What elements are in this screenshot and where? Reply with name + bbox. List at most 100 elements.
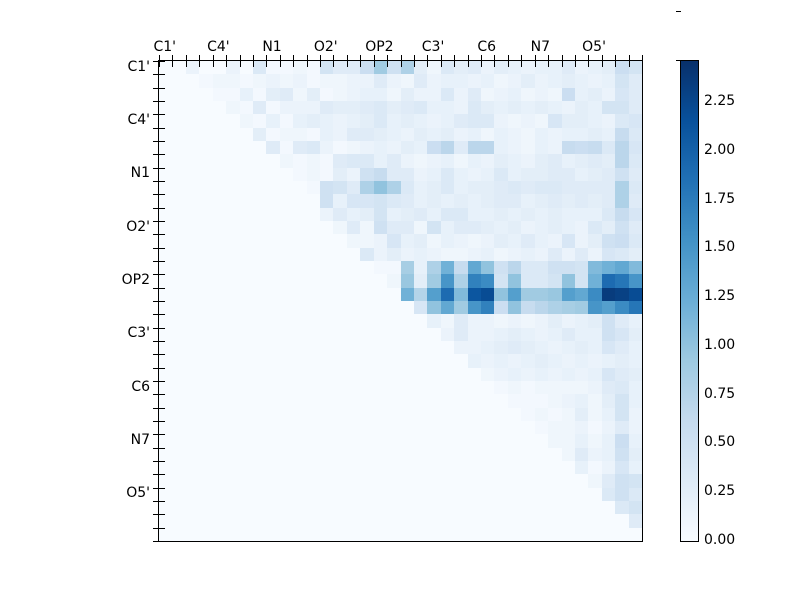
heatmap-cell xyxy=(293,287,307,301)
heatmap-cell xyxy=(199,260,213,275)
heatmap-cell xyxy=(548,380,562,395)
heatmap-cell xyxy=(226,460,240,475)
heatmap-cell xyxy=(400,220,414,235)
heatmap-cell xyxy=(601,140,616,155)
heatmap-cell xyxy=(306,180,320,195)
heatmap-cell xyxy=(574,207,589,221)
heatmap-cell xyxy=(413,474,428,488)
heatmap-cell xyxy=(252,140,267,155)
heatmap-cell xyxy=(239,74,253,88)
heatmap-cell xyxy=(481,74,495,88)
heatmap-cell xyxy=(185,367,200,381)
heatmap-cell xyxy=(199,327,213,341)
heatmap-cell xyxy=(373,420,388,435)
heatmap-cell xyxy=(574,74,589,88)
heatmap-cell xyxy=(628,354,642,368)
heatmap-cell xyxy=(454,514,468,528)
heatmap-cell xyxy=(293,247,307,261)
heatmap-cell xyxy=(293,514,307,528)
heatmap-cell xyxy=(373,380,388,395)
heatmap-cell xyxy=(373,434,388,448)
heatmap-cell xyxy=(293,234,307,248)
heatmap-cell xyxy=(481,194,495,208)
heatmap-cell xyxy=(521,127,535,141)
heatmap-cell xyxy=(373,61,388,75)
heatmap-cell xyxy=(387,380,401,395)
heatmap-cell xyxy=(588,247,602,261)
heatmap-cell xyxy=(548,61,562,75)
heatmap-cell xyxy=(266,87,280,101)
heatmap-cell xyxy=(440,394,455,408)
heatmap-cell xyxy=(440,274,455,288)
heatmap-cell xyxy=(454,394,468,408)
heatmap-cell xyxy=(239,394,253,408)
heatmap-cell xyxy=(185,394,200,408)
heatmap-cell xyxy=(521,474,535,488)
heatmap-cell xyxy=(266,527,280,541)
heatmap-cell xyxy=(387,434,401,448)
heatmap-cell xyxy=(159,340,173,355)
heatmap-cell xyxy=(252,527,267,541)
heatmap-cell xyxy=(507,447,522,461)
heatmap-cell xyxy=(454,140,468,155)
heatmap-cell xyxy=(387,407,401,421)
heatmap-cell xyxy=(400,394,414,408)
heatmap-cell xyxy=(507,207,522,221)
heatmap-cell xyxy=(628,167,642,181)
heatmap-cell xyxy=(199,180,213,195)
heatmap-cell xyxy=(266,460,280,475)
heatmap-cell xyxy=(373,460,388,475)
heatmap-cell xyxy=(427,327,441,341)
heatmap-cell xyxy=(252,274,267,288)
heatmap-cell xyxy=(601,380,616,395)
heatmap-cell xyxy=(159,100,173,115)
heatmap-cell xyxy=(534,407,549,421)
heatmap-cell xyxy=(588,460,602,475)
heatmap-cell xyxy=(534,234,549,248)
heatmap-cell xyxy=(534,447,549,461)
heatmap-cell xyxy=(601,300,616,315)
heatmap-cell xyxy=(333,114,347,128)
heatmap-cell xyxy=(320,194,334,208)
heatmap-cell xyxy=(548,474,562,488)
heatmap-cell xyxy=(306,420,320,435)
heatmap-cell xyxy=(534,460,549,475)
heatmap-cell xyxy=(628,114,642,128)
heatmap-cell xyxy=(454,447,468,461)
heatmap-cell xyxy=(494,100,508,115)
heatmap-cell xyxy=(454,220,468,235)
heatmap-cell xyxy=(481,354,495,368)
heatmap-cell xyxy=(507,407,522,421)
heatmap-cell xyxy=(373,207,388,221)
heatmap-cell xyxy=(320,340,334,355)
heatmap-cell xyxy=(615,434,629,448)
heatmap-cell xyxy=(467,247,481,261)
heatmap-cell xyxy=(481,487,495,501)
heatmap-cell xyxy=(172,367,186,381)
heatmap-cell xyxy=(185,474,200,488)
heatmap-cell xyxy=(279,327,294,341)
heatmap-cell xyxy=(199,314,213,328)
heatmap-cell xyxy=(454,100,468,115)
heatmap-cell xyxy=(615,220,629,235)
heatmap-cell xyxy=(413,167,428,181)
heatmap-cell xyxy=(601,354,616,368)
heatmap-cell xyxy=(159,194,173,208)
heatmap-cell xyxy=(481,260,495,275)
heatmap-cell xyxy=(252,434,267,448)
heatmap-cell xyxy=(548,287,562,301)
heatmap-cell xyxy=(413,460,428,475)
heatmap-cell xyxy=(172,87,186,101)
heatmap-cell xyxy=(534,247,549,261)
heatmap-cell xyxy=(306,127,320,141)
heatmap-cell xyxy=(601,154,616,168)
heatmap-cell xyxy=(333,274,347,288)
heatmap-cell xyxy=(628,74,642,88)
heatmap-cell xyxy=(628,500,642,515)
heatmap-cell xyxy=(212,207,227,221)
heatmap-cell xyxy=(239,527,253,541)
heatmap-cell xyxy=(346,447,361,461)
heatmap-cell xyxy=(440,180,455,195)
heatmap-cell xyxy=(413,74,428,88)
heatmap-cell xyxy=(467,287,481,301)
